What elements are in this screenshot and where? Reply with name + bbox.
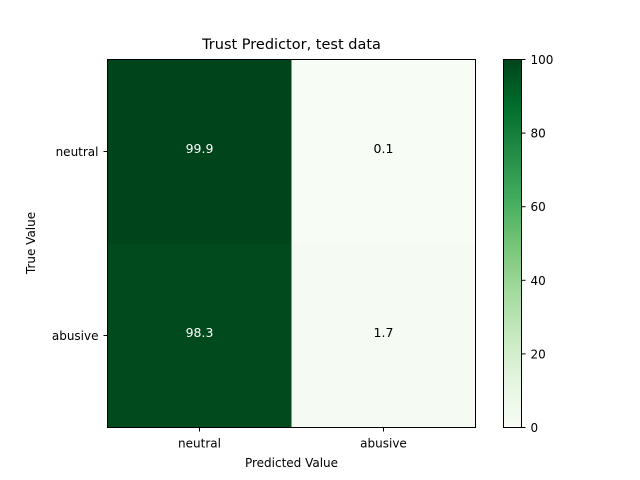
colorbar-ticks: 0 20 40 60 80 100: [521, 53, 554, 435]
heatmap-cells: [107, 59, 476, 428]
colorbar: [503, 59, 522, 428]
y-tick-label: neutral: [56, 145, 99, 159]
cell-value-label: 98.3: [186, 325, 214, 340]
chart-title: Trust Predictor, test data: [201, 37, 381, 53]
x-axis-ticks: neutral abusive: [178, 427, 407, 451]
cell-value-label: 1.7: [374, 325, 394, 340]
plot-frame: [107, 59, 476, 428]
colorbar-tick-label: 0: [531, 421, 539, 435]
y-tick-label: abusive: [52, 329, 99, 343]
y-axis-ticks: neutral abusive: [52, 145, 108, 343]
x-axis-label: Predicted Value: [245, 456, 338, 470]
x-tick-label: abusive: [360, 437, 407, 451]
colorbar-tick-label: 60: [531, 200, 546, 214]
colorbar-tick-label: 100: [531, 53, 554, 67]
heatmap-cell-labels: 99.9 0.1 98.3 1.7: [186, 141, 394, 340]
heatmap-cell: [291, 59, 476, 244]
cell-value-label: 99.9: [186, 141, 214, 156]
colorbar-tick-label: 20: [531, 347, 546, 361]
colorbar-tick-label: 80: [531, 127, 546, 141]
cell-value-label: 0.1: [374, 141, 394, 156]
x-tick-label: neutral: [178, 437, 221, 451]
heatmap-cell: [291, 243, 476, 428]
heatmap-cell: [107, 59, 292, 244]
heatmap-cell: [107, 243, 292, 428]
colorbar-tick-label: 40: [531, 274, 546, 288]
y-axis-label: True Value: [24, 212, 38, 275]
